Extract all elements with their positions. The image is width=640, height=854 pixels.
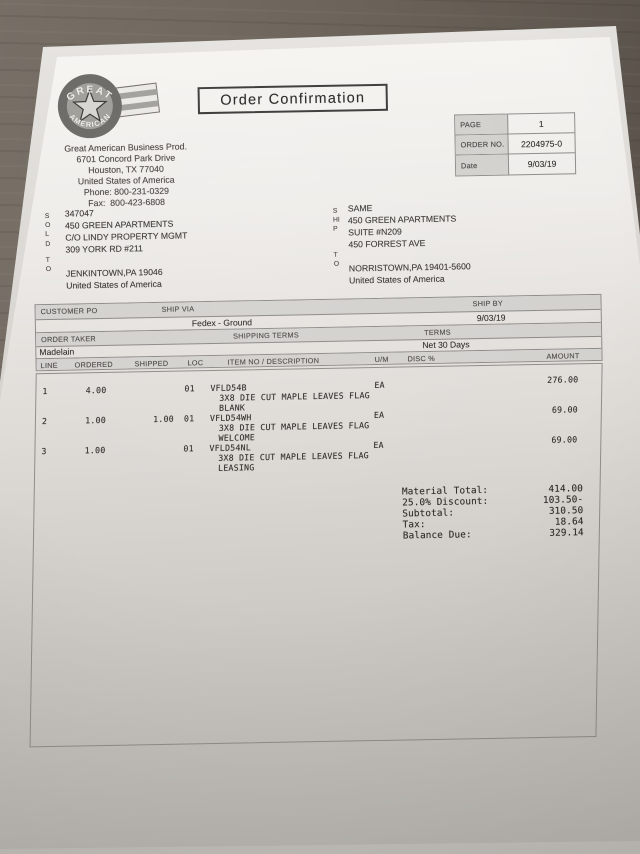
ship-by-value: 9/03/19 [476, 312, 506, 324]
order-info-row: PAGE 1 [455, 113, 575, 136]
discount-label: 25.0% Discount: [402, 495, 489, 509]
item-line-number: 1 [42, 385, 48, 397]
discount-value: 103.50- [542, 494, 584, 506]
order-taker-value: Madelain [39, 346, 75, 358]
item-ordered: 1.00 [85, 414, 107, 426]
ship-to-side-label: SHIP [332, 207, 340, 234]
item-um: EA [374, 379, 385, 391]
material-total-value: 414.00 [548, 483, 584, 495]
sold-to-side-label: SOLD [44, 212, 51, 248]
item-amount: 276.00 [547, 374, 579, 385]
ship-to-line: 450 GREEN APARTMENTS [347, 213, 457, 226]
shipped-col-header: SHIPPED [134, 358, 169, 369]
item-um: EA [373, 409, 385, 421]
item-loc: 01 [183, 443, 194, 454]
sold-to-side-label-to: TO [45, 256, 52, 274]
balance-due-label: Balance Due: [402, 529, 472, 542]
sold-to-address: 347047 450 GREEN APARTMENTS C/O LINDY PR… [65, 205, 189, 291]
ship-to-side-label-to: TO [333, 251, 340, 268]
tax-label: Tax: [402, 519, 426, 531]
item-amount: 69.00 [551, 404, 578, 415]
item-loc: 01 [184, 383, 195, 394]
subtotal-value: 310.50 [548, 505, 584, 517]
disc-col-header: DISC % [407, 353, 436, 364]
subtotal-label: Subtotal: [402, 507, 455, 520]
ordered-col-header: ORDERED [74, 359, 113, 370]
item-ordered: 1.00 [84, 444, 106, 456]
item-description-block: VFLD54NL 3X8 DIE CUT MAPLE LEAVES FLAG L… [209, 440, 369, 473]
document-title: Order Confirmation [220, 89, 366, 109]
item-um: EA [373, 439, 384, 451]
document-title-box: Order Confirmation [197, 83, 388, 115]
tax-value: 18.64 [554, 516, 584, 528]
ship-by-label: SHIP BY [472, 298, 504, 309]
line-items-box: 1 4.00 01 VFLD54B 3X8 DIE CUT MAPLE LEAV… [29, 362, 603, 748]
company-logo: GREAT AMERICAN [57, 74, 161, 139]
page-label: PAGE [455, 114, 509, 135]
shipping-terms-label: SHIPPING TERMS [233, 330, 299, 341]
shipping-info-table: CUSTOMER PO SHIP VIA SHIP BY Fedex - Gro… [34, 293, 603, 372]
item-description-2: LEASING [218, 462, 255, 473]
sold-to-line: C/O LINDY PROPERTY MGMT [65, 230, 188, 243]
order-no-label: ORDER NO. [455, 134, 509, 155]
item-shipped [124, 444, 174, 445]
ship-to-line: United States of America [349, 273, 445, 286]
item-shipped [125, 384, 175, 385]
order-info-table: PAGE 1 ORDER NO. 2204975-0 Date 9/03/19 [454, 112, 577, 177]
amount-col-header: AMOUNT [546, 351, 580, 361]
ship-via-label: SHIP VIA [161, 304, 195, 314]
line-col-header: LINE [40, 360, 58, 371]
date-label: Date [455, 154, 510, 176]
terms-label: TERMS [423, 327, 451, 338]
item-line-number: 3 [41, 446, 47, 457]
ship-to-address: SAME 450 GREEN APARTMENTS SUITE #N209 45… [348, 200, 471, 286]
item-amount: 69.00 [551, 434, 578, 445]
item-description-block: VFLD54B 3X8 DIE CUT MAPLE LEAVES FLAG BL… [210, 380, 370, 413]
item-loc: 01 [183, 413, 195, 424]
balance-due-value: 329.14 [549, 527, 584, 539]
item-line-number: 2 [41, 416, 48, 427]
order-info-row: ORDER NO. 2204975-0 [455, 133, 575, 156]
company-address-block: Great American Business Prod. 6701 Conco… [35, 141, 218, 210]
loc-col-header: LOC [187, 358, 204, 368]
ship-to-line: NORRISTOWN,PA 19401-5600 [348, 261, 471, 274]
sold-to-line: United States of America [66, 278, 162, 291]
totals-block: Material Total: 414.00 25.0% Discount: 1… [402, 483, 584, 541]
date-value: 9/03/19 [527, 158, 557, 170]
page-value: 1 [538, 118, 544, 129]
item-no-col-header: ITEM NO / DESCRIPTION [227, 356, 320, 367]
item-ordered: 4.00 [85, 384, 107, 396]
order-info-row: Date 9/03/19 [455, 153, 575, 176]
item-shipped: 1.00 [153, 413, 175, 425]
ship-via-value: Fedex - Ground [191, 317, 253, 329]
terms-value: Net 30 Days [422, 339, 470, 351]
order-taker-label: ORDER TAKER [41, 334, 96, 345]
um-col-header: U/M [374, 354, 389, 365]
star-icon [71, 88, 108, 123]
item-description-block: VFLD54WH 3X8 DIE CUT MAPLE LEAVES FLAG W… [210, 410, 370, 443]
order-no-value: 2204975-0 [520, 138, 563, 149]
customer-po-label: CUSTOMER PO [40, 306, 98, 317]
